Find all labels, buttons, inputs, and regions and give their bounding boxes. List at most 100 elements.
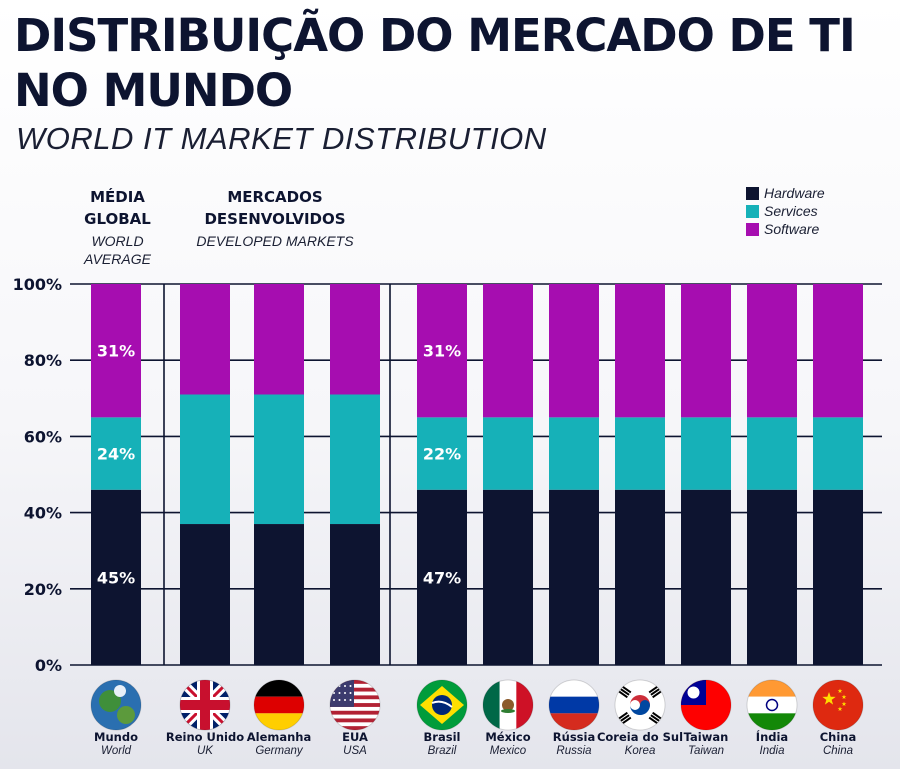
x-label-reino-unido: Reino Unido [166, 730, 244, 744]
bar-services-mundo [91, 417, 141, 490]
germany-flag-icon [254, 680, 304, 730]
group-label-world-pt: MÉDIA GLOBAL [84, 188, 151, 228]
bar-hardware-eua [330, 524, 380, 665]
chart-subtitle: WORLD IT MARKET DISTRIBUTION [16, 121, 547, 156]
legend-swatch-software [746, 222, 759, 236]
group-label-developed: MERCADOS DESENVOLVIDOS DEVELOPED MARKETS [195, 186, 355, 250]
bar-hardware-coreia-do-sul [615, 489, 665, 665]
legend-item-software: Software [746, 220, 825, 238]
legend-swatch-services [746, 204, 759, 218]
y-tick-label: 60% [24, 427, 62, 446]
uk-flag-icon [180, 680, 230, 730]
group-label-developed-en: DEVELOPED MARKETS [196, 233, 354, 249]
bar-software-eua [330, 284, 380, 395]
bar-services-brasil [417, 417, 467, 490]
legend-label-hardware: Hardware [764, 185, 825, 201]
y-tick-label: 80% [24, 351, 62, 370]
group-dividers [163, 284, 391, 665]
bar-software-mexico [483, 284, 533, 418]
y-tick-label: 100% [13, 275, 62, 294]
brazil-flag-icon [417, 680, 467, 730]
y-tick-label: 40% [24, 504, 62, 523]
bar-software-mundo [91, 284, 141, 418]
legend-swatch-hardware [746, 186, 759, 200]
legend-label-services: Services [764, 203, 818, 219]
x-label-en-brazil: Brazil [428, 745, 457, 757]
x-label-en-india: India [760, 745, 785, 757]
y-tick-label: 20% [24, 580, 62, 599]
bar-software-reino-unido [180, 284, 230, 395]
x-label-china: China [820, 730, 857, 744]
data-label-hardware-brasil: 47% [423, 568, 461, 587]
x-label-eua: EUA [342, 730, 368, 744]
data-label-services-brasil: 22% [423, 445, 461, 464]
bar-hardware-india [747, 489, 797, 665]
data-label-services-mundo: 24% [97, 445, 135, 464]
y-axis-ticks: 0% 20% 40% 60% 80% 100% [13, 275, 62, 675]
bar-services-russia [549, 417, 599, 490]
data-labels: 45% 24% 31% 47% 22% 31% [97, 342, 461, 588]
x-label-alemanha: Alemanha [247, 730, 312, 744]
x-label-india: Índia [756, 729, 788, 744]
bars [91, 284, 863, 665]
x-label-brasil: Brasil [424, 730, 461, 744]
bar-software-taiwan [681, 284, 731, 418]
data-label-software-mundo: 31% [97, 342, 135, 361]
country-flags [90, 679, 864, 731]
bar-hardware-brasil [417, 489, 467, 665]
bar-software-brasil [417, 284, 467, 418]
x-label-taiwan: Taiwan [684, 730, 729, 744]
x-label-russia: Rússia [553, 730, 595, 744]
bar-software-alemanha [254, 284, 304, 395]
legend-item-hardware: Hardware [746, 184, 825, 202]
korea-flag-icon [615, 680, 665, 730]
taiwan-flag-icon [681, 680, 731, 730]
mexico-flag-icon [483, 680, 533, 730]
india-flag-icon [747, 680, 797, 730]
group-label-world: MÉDIA GLOBAL WORLD AVERAGE [70, 186, 165, 268]
chart-title-text: DISTRIBUIÇÃO DO MERCADO DE TI NO MUNDO [14, 9, 856, 117]
x-label-en-mexico: Mexico [490, 745, 527, 757]
bar-hardware-mexico [483, 489, 533, 665]
x-label-en-world: World [101, 745, 132, 757]
bar-services-coreia-do-sul [615, 417, 665, 490]
bar-services-reino-unido [180, 394, 230, 525]
x-label-en-taiwan: Taiwan [688, 745, 724, 757]
legend-item-services: Services [746, 202, 825, 220]
bar-hardware-china [813, 489, 863, 665]
bar-hardware-taiwan [681, 489, 731, 665]
x-label-coreia-do-sul: Coreia do Sul [597, 730, 683, 744]
usa-flag-icon [330, 680, 380, 730]
chart-title: DISTRIBUIÇÃO DO MERCADO DE TI NO MUNDO [14, 8, 900, 118]
x-label-en-china: China [823, 745, 853, 757]
bar-hardware-mundo [91, 489, 141, 665]
globe-flag-icon [91, 680, 141, 730]
x-label-en-usa: USA [343, 745, 367, 757]
bar-software-russia [549, 284, 599, 418]
x-label-en-russia: Russia [556, 745, 591, 757]
legend-label-software: Software [764, 221, 820, 237]
bar-hardware-reino-unido [180, 524, 230, 665]
data-label-hardware-mundo: 45% [97, 568, 135, 587]
x-label-mexico: México [485, 730, 530, 744]
bar-software-china [813, 284, 863, 418]
group-label-world-en: WORLD AVERAGE [84, 233, 151, 267]
x-label-mundo: Mundo [94, 730, 138, 744]
bar-software-india [747, 284, 797, 418]
bar-hardware-alemanha [254, 524, 304, 665]
x-label-en-germany: Germany [255, 745, 304, 757]
group-label-developed-pt: MERCADOS DESENVOLVIDOS [204, 188, 346, 228]
bar-services-taiwan [681, 417, 731, 490]
x-label-en-uk: UK [197, 745, 214, 757]
y-tick-label: 0% [35, 656, 62, 675]
russia-flag-icon [549, 680, 599, 730]
data-label-software-brasil: 31% [423, 342, 461, 361]
bar-services-eua [330, 394, 380, 525]
bar-services-india [747, 417, 797, 490]
x-label-en-korea: Korea [625, 745, 656, 757]
china-flag-icon [813, 680, 863, 730]
bar-hardware-russia [549, 489, 599, 665]
chart-legend: Hardware Services Software [746, 184, 825, 238]
